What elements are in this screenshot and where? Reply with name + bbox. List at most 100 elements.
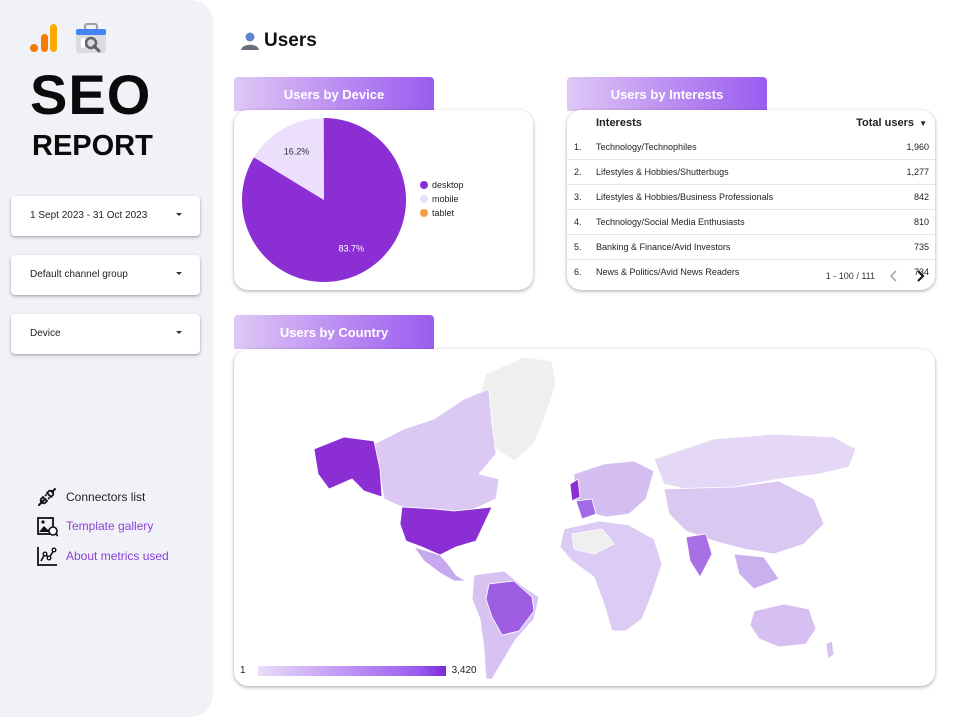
pie-slice-desktop[interactable] (241, 118, 406, 282)
interests-table: Interests Total users ▼ 1. Technology/Te… (567, 110, 935, 284)
map-region-united-kingdom (569, 478, 581, 502)
interest-users: 734 (913, 267, 929, 277)
row-number: 4. (567, 209, 595, 235)
interest-name: Technology/Technophiles (595, 135, 831, 160)
date-range-label: 1 Sept 2023 - 31 Oct 2023 (30, 210, 148, 221)
row-number: 2. (567, 159, 595, 185)
legend-label-tablet: tablet (432, 208, 455, 218)
channel-group-label: Default channel group (30, 269, 128, 280)
map-region-canada (373, 388, 500, 512)
map-region-north-africa-grey (571, 528, 615, 555)
world-map[interactable] (234, 349, 935, 686)
dropdown-caret-icon (176, 272, 182, 275)
connectors-list-link[interactable]: Connectors list (36, 486, 145, 508)
country-panel-title: Users by Country (279, 324, 389, 340)
map-region-india (685, 533, 713, 578)
users-section-heading: Users (240, 30, 317, 52)
interest-users: 1,960 (830, 135, 935, 160)
metrics-chart-icon (37, 547, 57, 566)
interest-users: 810 (830, 209, 935, 235)
country-map-card: 1 3,420 (234, 349, 935, 686)
pie-label-desktop: 83.7% (339, 244, 365, 254)
map-region-russia (653, 433, 857, 492)
plug-icon (38, 488, 56, 506)
device-pie-chart: 83.7% 16.2% (241, 118, 406, 282)
table-row[interactable]: 5. Banking & Finance/Avid Investors 735 (567, 234, 935, 260)
next-page-icon[interactable] (913, 269, 927, 283)
table-row[interactable]: 6. News & Politics/Avid News Readers 734 (567, 260, 935, 285)
legend-label-mobile: mobile (432, 194, 459, 204)
legend-dot-mobile (420, 195, 428, 203)
legend-item-tablet[interactable]: tablet (420, 206, 464, 220)
template-gallery-link[interactable]: Template gallery (36, 515, 153, 537)
legend-label-desktop: desktop (432, 180, 464, 190)
map-region-mexico (412, 546, 468, 582)
interests-table-card: Interests Total users ▼ 1. Technology/Te… (567, 110, 935, 290)
scale-max: 3,420 (451, 665, 477, 676)
dropdown-caret-icon (176, 213, 182, 216)
map-region-alaska (313, 436, 383, 498)
row-number-header (567, 110, 595, 135)
report-subtitle: REPORT (32, 130, 153, 162)
template-gallery-text: Template gallery (66, 519, 154, 533)
report-title: SEO (30, 63, 152, 126)
row-number: 3. (567, 184, 595, 210)
legend-dot-desktop (420, 181, 428, 189)
map-region-southeast-asia (733, 553, 780, 590)
legend-item-desktop[interactable]: desktop (420, 178, 464, 192)
device-legend: desktop mobile tablet (420, 178, 464, 220)
interest-name: Lifestyles & Hobbies/Shutterbugs (595, 159, 831, 185)
sort-descending-icon: ▼ (919, 119, 927, 128)
total-users-column-header[interactable]: Total users ▼ (830, 110, 935, 135)
table-row[interactable]: 2. Lifestyles & Hobbies/Shutterbugs 1,27… (567, 159, 935, 185)
row-number: 5. (567, 234, 595, 260)
map-region-united-states (399, 506, 493, 556)
google-analytics-logo (30, 24, 57, 52)
pagination-range: 1 - 100 / 111 (825, 271, 875, 281)
pie-label-mobile: 16.2% (284, 146, 310, 156)
device-label: Device (30, 328, 61, 339)
device-panel-tab: Users by Device (234, 77, 434, 111)
interest-name: News & Politics/Avid News Readers (596, 267, 740, 277)
total-users-header-text: Total users (856, 117, 915, 129)
legend-item-mobile[interactable]: mobile (420, 192, 464, 206)
dropdown-caret-icon (176, 331, 182, 334)
interests-column-header[interactable]: Interests (596, 117, 642, 129)
pie-slice-mobile[interactable] (253, 118, 324, 200)
connectors-list-text: Connectors list (66, 490, 146, 504)
country-panel-tab: Users by Country (234, 315, 434, 349)
table-row[interactable]: 4. Technology/Social Media Enthusiasts 8… (567, 209, 935, 235)
about-metrics-text: About metrics used (66, 549, 169, 563)
interest-name: Banking & Finance/Avid Investors (595, 234, 831, 260)
table-header-row: Interests Total users ▼ (567, 110, 935, 135)
color-scale: 1 3,420 (240, 665, 477, 676)
table-row[interactable]: 1. Technology/Technophiles 1,960 (567, 135, 935, 160)
gallery-icon (37, 517, 58, 537)
legend-dot-tablet (420, 209, 428, 217)
map-region-brazil (485, 580, 535, 636)
sidebar: SEO REPORT 1 Sept 2023 - 31 Oct 2023 Def… (0, 0, 213, 717)
about-metrics-link[interactable]: About metrics used (36, 545, 169, 567)
row-number: 1. (567, 135, 595, 160)
date-range-control[interactable]: 1 Sept 2023 - 31 Oct 2023 (11, 196, 200, 236)
device-pie-card: 83.7% 16.2% desktop mobile tablet (234, 110, 533, 290)
interest-users: 842 (830, 184, 935, 210)
user-icon (241, 32, 259, 50)
map-region-new-zealand (825, 640, 835, 660)
interest-users: 735 (830, 234, 935, 260)
map-region-australia (749, 603, 817, 648)
section-title: Users (264, 30, 317, 51)
table-pagination: 1 - 100 / 111 (826, 269, 927, 283)
table-row[interactable]: 3. Lifestyles & Hobbies/Business Profess… (567, 184, 935, 210)
interest-name: Technology/Social Media Enthusiasts (595, 209, 831, 235)
row-number: 6. (574, 267, 582, 277)
channel-group-control[interactable]: Default channel group (11, 255, 200, 295)
interest-name: Lifestyles & Hobbies/Business Profession… (595, 184, 831, 210)
interest-users: 1,277 (830, 159, 935, 185)
scale-gradient-bar (257, 665, 446, 676)
device-panel-title: Users by Device (283, 86, 385, 102)
interests-panel-tab: Users by Interests (567, 77, 767, 111)
previous-page-icon[interactable] (887, 269, 901, 283)
search-console-logo (76, 23, 106, 53)
device-control[interactable]: Device (11, 314, 200, 354)
